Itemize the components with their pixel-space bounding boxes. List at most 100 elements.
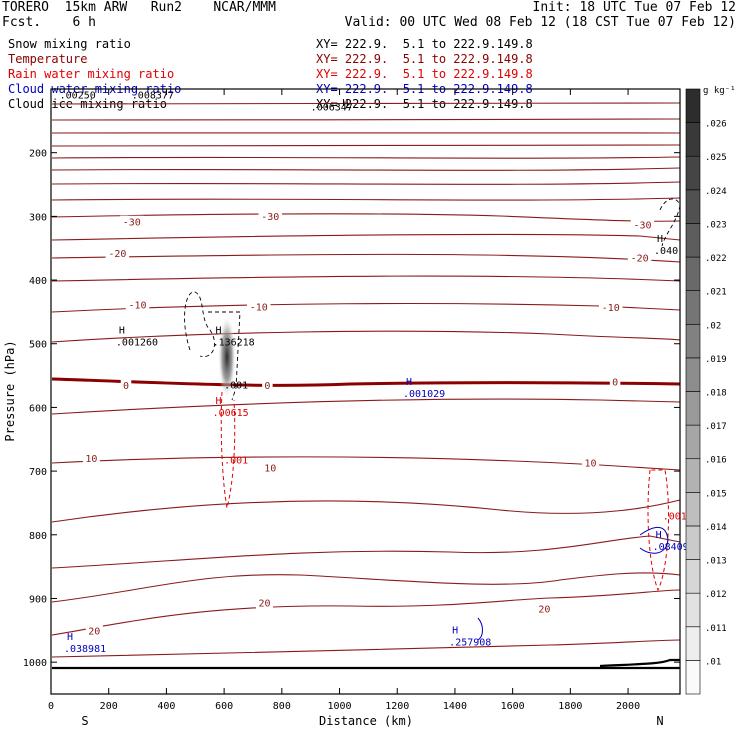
x-tick-label: 2000	[616, 701, 640, 712]
extremum-value: .257908	[449, 638, 491, 649]
colorbar-unit: g kg⁻¹	[703, 86, 736, 96]
temp-label-bg	[262, 378, 273, 391]
terrain-rise	[599, 658, 680, 668]
colorbar-level-label: .026	[705, 120, 727, 130]
extremum-marker: H	[119, 326, 125, 337]
temp-label-bg	[256, 596, 274, 609]
temperature-contour-label: -10	[602, 303, 620, 314]
temp-label-bg	[120, 215, 144, 228]
y-tick-label: 500	[29, 340, 47, 351]
temp-label-bg	[82, 452, 100, 465]
extremum-value: .084095	[653, 542, 695, 553]
temp-label-bg	[630, 218, 655, 231]
colorbar-swatch	[685, 290, 701, 325]
colorbar-level-label: .016	[705, 456, 727, 466]
temp-label-bg	[582, 456, 600, 469]
x-tick-label: 1600	[501, 701, 525, 712]
extremum-value: .001260	[116, 338, 158, 349]
colorbar-level-label: .015	[705, 489, 727, 499]
colorbar-level-label: .02	[705, 321, 721, 331]
colorbar-level-label: .023	[705, 220, 727, 230]
extremum-marker: H	[406, 377, 412, 388]
snow-mixing-field	[184, 291, 241, 401]
temperature-contour-label: 20	[538, 604, 550, 615]
temperature-contour-label: 10	[264, 464, 276, 475]
colorbar-swatch	[685, 391, 701, 426]
y-tick-label: 1000	[23, 658, 47, 669]
extremum-marker: H	[452, 626, 458, 637]
colorbar-swatch	[685, 189, 701, 224]
temperature-contour-label: 20	[88, 627, 100, 638]
legend-snow: Snow mixing ratio	[8, 37, 131, 51]
forecast-hour: Fcst. 6 h	[2, 15, 96, 30]
temperature-contour-label: -30	[123, 218, 141, 229]
colorbar-swatch	[685, 323, 701, 359]
colorbar-swatch	[685, 88, 701, 123]
y-tick-label: 300	[29, 212, 47, 223]
temperature-contour-label: 20	[258, 599, 270, 610]
temp-label-bg	[261, 461, 279, 474]
x-tick-label: 1200	[385, 701, 409, 712]
contour-value-label: .006347	[311, 103, 353, 114]
temp-label-bg	[85, 624, 103, 637]
temp-label-bg	[120, 378, 132, 391]
contour-value-label: .00250	[60, 91, 96, 102]
x-tick-label: 1000	[327, 701, 351, 712]
cloud-water-contours	[477, 526, 669, 641]
x-tick-label: 1800	[558, 701, 582, 712]
contour-value-label: H	[342, 98, 348, 109]
legend-rain-range: XY= 222.9. 5.1 to 222.9.149.8	[316, 67, 533, 81]
colorbar-swatch	[685, 626, 701, 661]
x-axis-label: Distance (km)	[319, 714, 413, 728]
colorbar-swatch	[685, 525, 701, 560]
contour-value-label: .001	[224, 455, 248, 466]
model-title: TORERO 15km ARW Run2 NCAR/MMM	[2, 0, 276, 15]
x-tick-label: 0	[48, 701, 54, 712]
colorbar-level-label: .012	[705, 590, 727, 600]
contour-labels: -30 -30 -30 -20 -20 -10 -10 -10 0 0 0 10 10 10 20 20 20 H…	[60, 91, 695, 655]
temp-label-bg	[258, 210, 283, 223]
temp-label-bg	[125, 298, 150, 311]
colorbar-level-label: .025	[705, 153, 727, 163]
colorbar-swatch	[685, 357, 701, 392]
colorbar-level-label: .021	[705, 288, 727, 298]
colorbar-swatch	[685, 458, 701, 493]
colorbar-swatch	[685, 223, 701, 258]
temperature-contours	[51, 102, 681, 658]
y-tick-label: 600	[29, 403, 47, 414]
temperature-contour-label: -20	[108, 249, 126, 260]
extremum-value: .136218	[213, 338, 255, 349]
colorbar-swatch	[685, 155, 701, 191]
extremum-marker: H	[67, 632, 73, 643]
y-axis-label: Pressure (hPa)	[3, 340, 17, 441]
colorbar-level-label: .013	[705, 557, 727, 567]
temp-label-bg	[609, 375, 621, 388]
colorbar-level-label: .022	[705, 254, 727, 264]
extremum-value: .038981	[64, 644, 106, 655]
colorbar-level-label: .014	[705, 523, 727, 533]
legend-temperature: Temperature	[8, 52, 88, 66]
extremum-value: .001029	[403, 389, 445, 400]
temp-label-bg	[535, 602, 553, 615]
x-tick-label: 800	[273, 701, 291, 712]
contour-value-label: .008377	[132, 91, 174, 102]
rain-mixing-contours	[220, 391, 670, 592]
temperature-contour-label: 10	[585, 458, 597, 469]
temperature-contour-label: -30	[261, 212, 279, 223]
colorbar-level-label: .024	[705, 187, 727, 197]
y-tick-label: 800	[29, 531, 47, 542]
colorbar-level-label: .017	[705, 422, 727, 432]
y-tick-label: 700	[29, 467, 47, 478]
temperature-contour-label: 0	[123, 381, 129, 392]
y-tick-label: 200	[29, 149, 47, 160]
colorbar-swatch	[685, 492, 701, 527]
colorbar-swatch	[685, 424, 701, 460]
colorbar-level-label: .019	[705, 355, 727, 365]
temp-label-bg	[105, 246, 130, 259]
legend-temperature-range: XY= 222.9. 5.1 to 222.9.149.8	[316, 52, 533, 66]
legend-cloud-ice-range: XY= 222.9. 5.1 to 222.9.149.8	[316, 97, 533, 111]
temp-label-bg	[246, 300, 271, 313]
north-endpoint: N	[656, 714, 663, 728]
